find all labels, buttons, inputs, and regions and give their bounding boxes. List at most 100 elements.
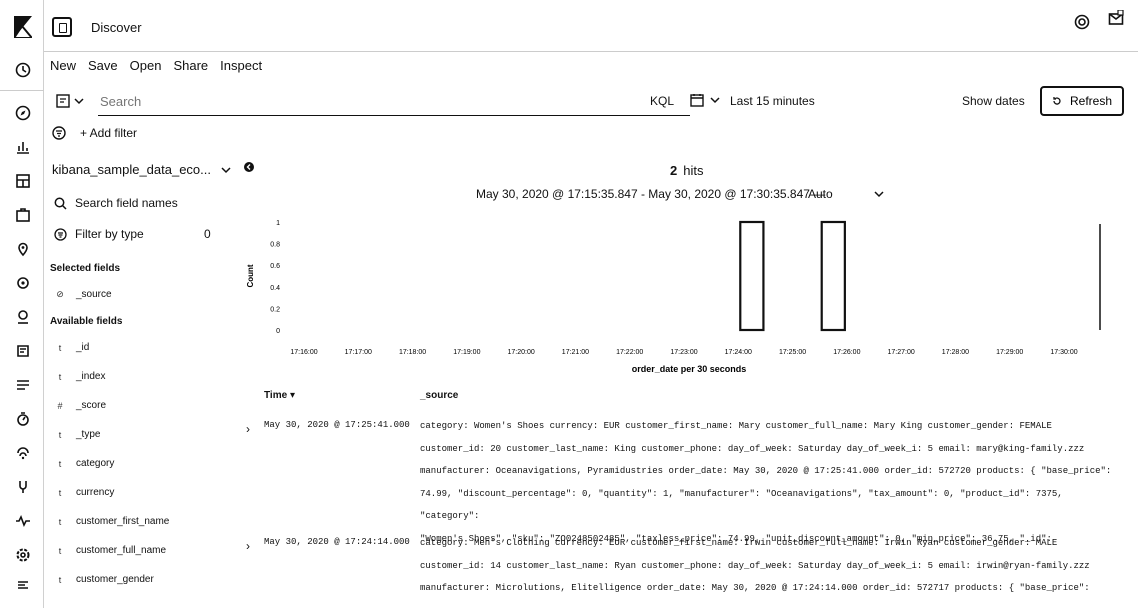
infrastructure-icon[interactable] <box>13 307 33 327</box>
dev-tools-icon[interactable] <box>13 477 33 497</box>
field-search[interactable]: Search field names <box>54 196 178 210</box>
expand-row-icon[interactable]: › <box>246 422 250 436</box>
discover-compass-icon[interactable] <box>13 103 33 123</box>
hits-count: 2 <box>670 163 678 178</box>
dashboard-icon[interactable] <box>13 171 33 191</box>
field-type-icon: t <box>58 545 62 556</box>
filter-by-type[interactable]: Filter by type 0 <box>54 227 214 241</box>
chevron-down-icon <box>221 166 231 173</box>
source-line: manufacturer: Microlutions, Elitelligenc… <box>420 583 1090 593</box>
menu-share[interactable]: Share <box>173 58 209 73</box>
ml-icon[interactable] <box>13 273 33 293</box>
table-row: › May 30, 2020 @ 17:25:41.000 category: … <box>244 420 1124 544</box>
col-source-header: _source <box>420 390 459 401</box>
filter-bar: + Add filter <box>52 126 137 140</box>
chevron-down-icon <box>74 98 84 105</box>
field-type-icon: t <box>58 429 62 440</box>
recent-clock-icon[interactable] <box>13 60 33 80</box>
x-tick-label: 17:28:00 <box>942 349 969 356</box>
x-tick-label: 17:18:00 <box>399 349 426 356</box>
field-item[interactable]: t _type <box>54 429 101 440</box>
col-time-header[interactable]: Time ▾ <box>264 390 295 401</box>
x-tick-label: 17:23:00 <box>670 349 697 356</box>
siem-icon[interactable] <box>13 443 33 463</box>
chevron-down-icon <box>874 191 884 198</box>
field-name: customer_full_name <box>76 545 167 556</box>
x-tick-label: 17:16:00 <box>290 349 317 356</box>
show-dates-link[interactable]: Show dates <box>962 94 1025 108</box>
date-quick-menu[interactable] <box>690 93 720 107</box>
filter-options-icon[interactable] <box>52 126 66 140</box>
menu-new[interactable]: New <box>50 58 77 73</box>
nav-rail <box>0 0 44 608</box>
y-axis-label: Count <box>246 264 255 287</box>
newsfeed-mail-icon[interactable] <box>1108 9 1124 29</box>
y-tick-label: 0.2 <box>270 306 280 313</box>
add-filter-button[interactable]: + Add filter <box>80 126 138 140</box>
source-line: customer_id: 20 customer_last_name: King… <box>420 443 1085 454</box>
field-name: _index <box>76 371 106 382</box>
search-input[interactable] <box>98 88 690 116</box>
expand-row-icon[interactable]: › <box>246 539 250 553</box>
visualize-icon[interactable] <box>13 137 33 157</box>
refresh-button[interactable]: Refresh <box>1040 86 1124 116</box>
y-tick-label: 0 <box>276 328 280 335</box>
saved-query-menu[interactable] <box>56 94 84 108</box>
canvas-icon[interactable] <box>13 205 33 225</box>
x-tick-label: 17:22:00 <box>616 349 643 356</box>
histogram-chart: 0 0.2 0.4 0.6 0.8 1 Count 17:16:00 17:17:00 17:18… <box>246 220 1101 374</box>
index-pattern-selector[interactable]: kibana_sample_data_eco... <box>52 161 255 177</box>
collapse-nav-icon[interactable] <box>13 575 33 595</box>
field-name: customer_first_name <box>76 516 170 527</box>
interval-select[interactable]: Auto <box>808 187 884 201</box>
x-tick-label: 17:21:00 <box>562 349 589 356</box>
app-menu-icon[interactable] <box>52 17 72 37</box>
apm-icon[interactable] <box>13 375 33 395</box>
field-item[interactable]: t category <box>54 458 115 469</box>
x-tick-label: 17:17:00 <box>345 349 372 356</box>
hits-counter: 2 hits <box>670 163 703 178</box>
field-type-icon: t <box>58 342 62 353</box>
collapse-sidebar-icon[interactable] <box>243 161 255 173</box>
source-line: 74.99, "discount_percentage": 0, "quanti… <box>420 488 1063 522</box>
table-row: › May 30, 2020 @ 17:24:14.000 category: … <box>244 537 1124 607</box>
field-item[interactable]: t customer_full_name <box>54 545 166 556</box>
field-item[interactable]: t _id <box>54 342 90 353</box>
kibana-logo-icon[interactable] <box>14 16 32 38</box>
top-nav-menu: New Save Open Share Inspect <box>50 58 262 73</box>
logs-icon[interactable] <box>13 341 33 361</box>
field-item[interactable]: t currency <box>54 487 115 498</box>
selected-fields-heading: Selected fields <box>50 263 121 274</box>
calendar-icon <box>690 94 704 107</box>
interval-value: Auto <box>808 187 833 201</box>
menu-inspect[interactable]: Inspect <box>220 58 263 73</box>
search-icon <box>54 197 67 210</box>
field-item[interactable]: t customer_gender <box>54 574 154 585</box>
field-type-icon: # <box>57 400 63 411</box>
row-timestamp: May 30, 2020 @ 17:25:41.000 <box>264 420 410 430</box>
filter-by-type-label: Filter by type <box>75 227 144 241</box>
refresh-label: Refresh <box>1069 94 1113 108</box>
menu-open[interactable]: Open <box>129 58 162 73</box>
field-item[interactable]: t customer_first_name <box>54 516 170 527</box>
source-line: category: Women's Shoes currency: EUR cu… <box>420 421 1052 431</box>
uptime-icon[interactable] <box>13 409 33 429</box>
field-name: customer_gender <box>76 574 154 585</box>
management-gear-icon[interactable] <box>13 545 33 565</box>
selected-field-item[interactable]: ⊘ _source <box>54 289 111 300</box>
field-item[interactable]: t _index <box>54 371 106 382</box>
help-icon[interactable] <box>1074 14 1090 33</box>
x-tick-label: 17:19:00 <box>453 349 480 356</box>
kql-toggle[interactable]: KQL <box>650 94 675 108</box>
date-range-label[interactable]: Last 15 minutes <box>730 94 815 108</box>
refresh-icon <box>1053 97 1061 105</box>
saved-query-icon <box>56 94 70 108</box>
field-item[interactable]: # _score <box>54 400 106 411</box>
hits-label: hits <box>683 163 704 178</box>
monitoring-icon[interactable] <box>13 511 33 531</box>
time-range-text: May 30, 2020 @ 17:15:35.847 - May 30, 20… <box>476 187 826 201</box>
menu-save[interactable]: Save <box>88 58 118 73</box>
y-tick-label: 0.4 <box>270 285 280 292</box>
maps-icon[interactable] <box>13 239 33 259</box>
field-type-icon: t <box>58 371 62 382</box>
